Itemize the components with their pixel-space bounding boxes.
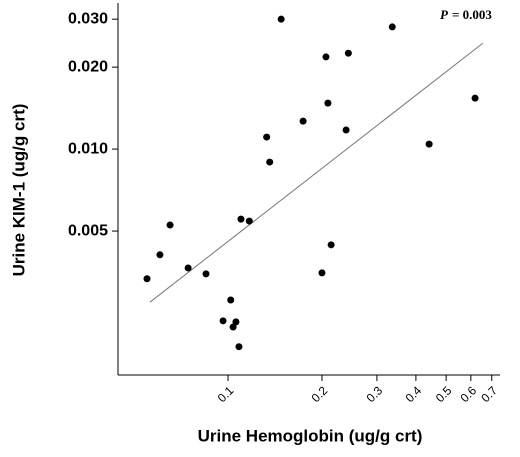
x-tick-label: 0.7 — [478, 383, 500, 405]
y-tick-label: 0.010 — [68, 140, 108, 157]
point — [245, 217, 253, 225]
point — [166, 221, 174, 229]
point — [324, 99, 332, 107]
point — [202, 270, 210, 278]
point — [277, 15, 285, 23]
x-tick-label: 0.1 — [215, 383, 237, 405]
annotation-text: = 0.003 — [452, 7, 492, 22]
y-tick-label: 0.030 — [68, 10, 108, 27]
y-tick-label: 0.005 — [68, 222, 108, 239]
x-tick-label: 0.3 — [364, 383, 386, 405]
point — [232, 318, 240, 326]
point — [235, 343, 243, 351]
x-tick-label: 0.4 — [403, 383, 425, 405]
point — [342, 126, 350, 134]
x-axis-label: Urine Hemoglobin (ug/g crt) — [198, 426, 423, 445]
point — [156, 251, 164, 259]
point — [237, 215, 245, 223]
point — [184, 264, 192, 272]
point — [322, 53, 330, 61]
y-tick-label: 0.020 — [68, 58, 108, 75]
point — [327, 241, 335, 249]
point — [388, 23, 396, 31]
point — [299, 117, 307, 125]
point — [229, 323, 237, 331]
fit-line — [149, 42, 484, 303]
point — [344, 49, 352, 57]
point — [266, 158, 274, 166]
point — [143, 275, 151, 283]
point — [227, 296, 235, 304]
y-axis-label: Urine KIM-1 (ug/g crt) — [9, 104, 28, 277]
annotation-variable: P — [440, 7, 449, 22]
point — [318, 269, 326, 277]
point — [263, 133, 271, 141]
x-tick-label: 0.2 — [309, 383, 331, 405]
point — [425, 140, 433, 148]
point — [219, 317, 227, 325]
x-tick-label: 0.5 — [433, 383, 455, 405]
point — [471, 94, 479, 102]
x-tick-label: 0.6 — [458, 383, 480, 405]
